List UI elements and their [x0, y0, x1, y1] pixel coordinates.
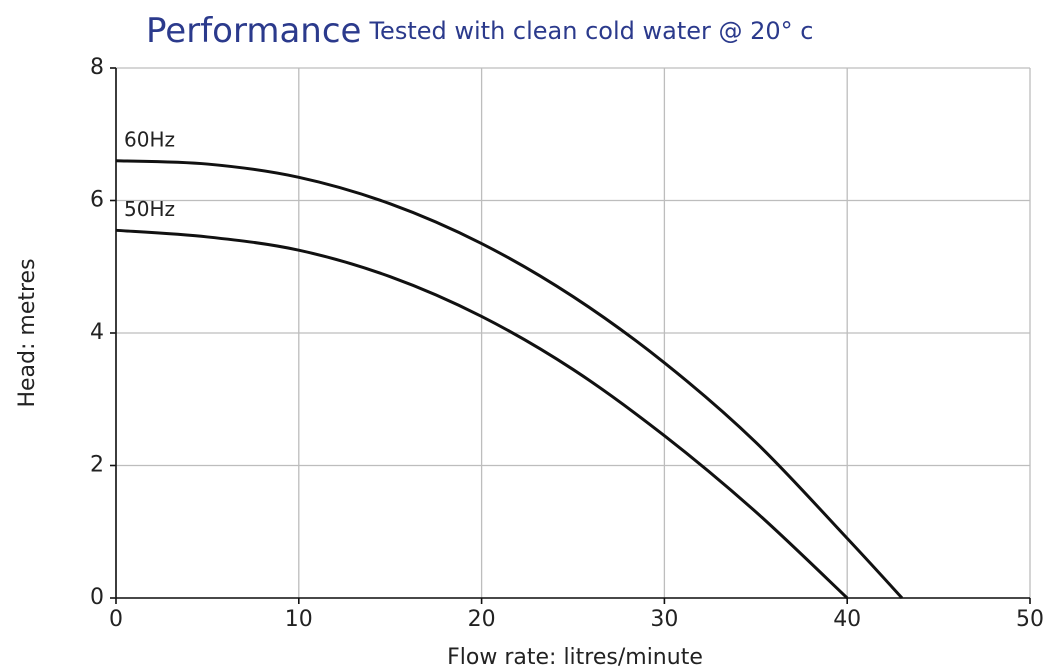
series-line [115, 159, 904, 600]
y-tick-label: 2 [90, 453, 104, 478]
subtitle: Tested with clean cold water @ 20° c [368, 17, 813, 45]
series-line [115, 228, 849, 600]
y-tick-label: 0 [90, 585, 104, 610]
x-tick-label: 10 [285, 607, 313, 632]
x-tick-label: 20 [468, 607, 496, 632]
series-label: 50Hz [124, 197, 175, 221]
chart-title: Performance Tested with clean cold water … [146, 11, 814, 51]
y-axis-label: Head: metres [15, 258, 40, 407]
x-tick-label: 30 [650, 607, 678, 632]
y-tick-label: 8 [90, 55, 104, 80]
y-tick-label: 6 [90, 188, 104, 213]
x-axis-label: Flow rate: litres/minute [447, 645, 703, 670]
title: Performance [146, 11, 361, 51]
x-tick-label: 0 [109, 607, 123, 632]
x-tick-label: 40 [833, 607, 861, 632]
x-tick-label: 50 [1016, 607, 1044, 632]
series-label: 60Hz [124, 127, 175, 151]
y-tick-label: 4 [90, 320, 104, 345]
